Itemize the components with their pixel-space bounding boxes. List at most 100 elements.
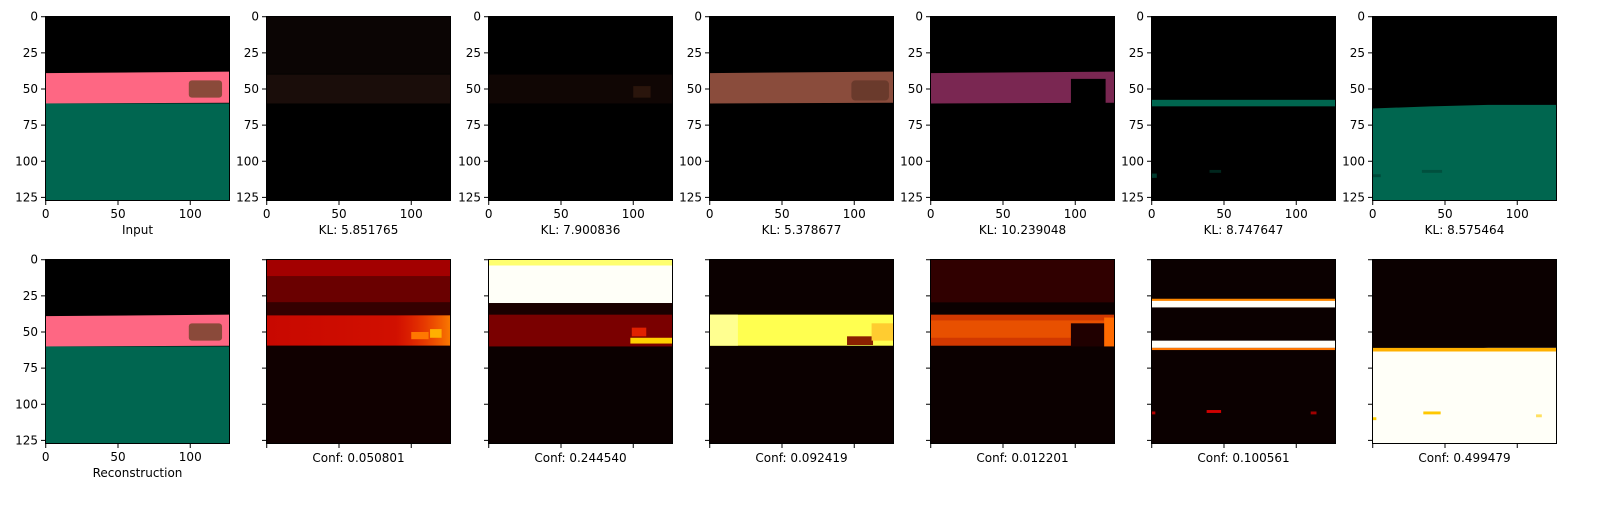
y-tick-label: 25 — [23, 46, 38, 60]
y-tick-label: 100 — [1121, 154, 1144, 168]
y-tick-label: 25 — [23, 289, 38, 303]
y-tick-label: 50 — [908, 82, 923, 96]
y-tick-label: 50 — [687, 82, 702, 96]
panel-xlabel: KL: 8.747647 — [1204, 223, 1284, 237]
panel-xlabel: KL: 7.900836 — [541, 223, 621, 237]
x-tick-label: 50 — [110, 207, 125, 221]
x-tick-label: 50 — [1216, 207, 1231, 221]
x-tick-label: 100 — [843, 207, 866, 221]
x-tick-label: 100 — [1064, 207, 1087, 221]
panel-image — [1151, 259, 1336, 444]
y-tick-label: 25 — [244, 46, 259, 60]
panel-slot_rgb-0-6: 0 50 100 0 25 50 75 100 125 KL: 8.575464 — [1342, 10, 1557, 237]
x-tick-label: 50 — [331, 207, 346, 221]
y-tick-label: 100 — [1342, 154, 1365, 168]
axes-frame — [709, 16, 894, 201]
y-tick-label: 75 — [244, 118, 259, 132]
axes-frame — [266, 259, 451, 444]
y-tick-label: 50 — [23, 325, 38, 339]
axes-frame — [266, 16, 451, 201]
x-tick-label: 100 — [622, 207, 645, 221]
y-tick-label: 100 — [15, 154, 38, 168]
panel-slot_rgb-0-4: 0 50 100 0 25 50 75 100 125 KL: 10.239048 — [900, 10, 1115, 237]
y-tick-label: 125 — [15, 433, 38, 447]
x-tick-label: 0 — [263, 207, 271, 221]
y-tick-label: 125 — [1342, 190, 1365, 204]
y-tick-label: 75 — [908, 118, 923, 132]
panel-mask-1-4: Conf: 0.012201 — [926, 259, 1115, 465]
axes-frame — [1151, 259, 1336, 444]
panel-mask-1-2: Conf: 0.244540 — [484, 259, 673, 465]
y-tick-label: 25 — [908, 46, 923, 60]
y-tick-label: 25 — [1129, 46, 1144, 60]
x-tick-label: 50 — [995, 207, 1010, 221]
y-tick-label: 75 — [1350, 118, 1365, 132]
y-tick-label: 75 — [1129, 118, 1144, 132]
x-tick-label: 0 — [42, 207, 50, 221]
y-tick-label: 0 — [251, 10, 259, 24]
panel-mask-1-1: Conf: 0.050801 — [262, 259, 451, 465]
panel-xlabel: Conf: 0.092419 — [755, 451, 847, 465]
panel-image — [1372, 259, 1557, 444]
panel-mask-1-3: Conf: 0.092419 — [705, 259, 894, 465]
x-tick-label: 100 — [179, 207, 202, 221]
axes-frame — [709, 259, 894, 444]
y-tick-label: 100 — [15, 397, 38, 411]
y-tick-label: 100 — [900, 154, 923, 168]
axes-frame — [45, 16, 230, 201]
x-tick-label: 0 — [1369, 207, 1377, 221]
y-tick-label: 125 — [236, 190, 259, 204]
panel-xlabel: Conf: 0.012201 — [976, 451, 1068, 465]
axes-frame — [1151, 16, 1336, 201]
x-tick-label: 100 — [1506, 207, 1529, 221]
panel-xlabel: Conf: 0.050801 — [312, 451, 404, 465]
y-tick-label: 0 — [694, 10, 702, 24]
x-tick-label: 0 — [706, 207, 714, 221]
panel-xlabel: KL: 5.378677 — [762, 223, 842, 237]
y-tick-label: 0 — [915, 10, 923, 24]
y-tick-label: 100 — [236, 154, 259, 168]
panel-xlabel: KL: 8.575464 — [1425, 223, 1505, 237]
y-tick-label: 75 — [23, 118, 38, 132]
y-tick-label: 50 — [1350, 82, 1365, 96]
panel-xlabel: KL: 10.239048 — [979, 223, 1066, 237]
y-tick-label: 0 — [1357, 10, 1365, 24]
panel-image — [930, 16, 1115, 201]
panel-image — [488, 259, 673, 444]
y-tick-label: 0 — [30, 10, 38, 24]
panel-reconstruction-1-0: 0 50 100 0 25 50 75 100 125 Reconstruction — [15, 253, 230, 480]
y-tick-label: 25 — [466, 46, 481, 60]
panel-image — [709, 16, 894, 201]
panel-slot_rgb-0-1: 0 50 100 0 25 50 75 100 125 KL: 5.851765 — [236, 10, 451, 237]
axes-frame — [45, 259, 230, 444]
axes-frame — [930, 259, 1115, 444]
y-tick-label: 50 — [23, 82, 38, 96]
panel-xlabel: Conf: 0.244540 — [534, 451, 626, 465]
panel-xlabel: Input — [122, 223, 153, 237]
panel-image — [266, 16, 451, 201]
panel-image — [1372, 16, 1557, 201]
x-tick-label: 100 — [400, 207, 423, 221]
y-tick-label: 0 — [30, 253, 38, 267]
axes-frame — [1372, 259, 1557, 444]
panel-image — [45, 16, 230, 201]
y-tick-label: 75 — [23, 361, 38, 375]
panel-slot_rgb-0-5: 0 50 100 0 25 50 75 100 125 KL: 8.747647 — [1121, 10, 1336, 237]
x-tick-label: 0 — [1148, 207, 1156, 221]
y-tick-label: 25 — [687, 46, 702, 60]
y-tick-label: 0 — [1136, 10, 1144, 24]
panel-input-0-0: 0 50 100 0 25 50 75 100 125 Input — [15, 10, 230, 237]
x-tick-label: 0 — [42, 450, 50, 464]
panel-mask-1-6: Conf: 0.499479 — [1368, 259, 1557, 465]
y-tick-label: 125 — [900, 190, 923, 204]
panel-xlabel: KL: 5.851765 — [319, 223, 399, 237]
y-tick-label: 125 — [1121, 190, 1144, 204]
axes-frame — [488, 16, 673, 201]
y-tick-label: 125 — [458, 190, 481, 204]
x-tick-label: 50 — [774, 207, 789, 221]
panel-xlabel: Reconstruction — [93, 466, 183, 480]
y-tick-label: 25 — [1350, 46, 1365, 60]
panel-slot_rgb-0-3: 0 50 100 0 25 50 75 100 125 KL: 5.378677 — [679, 10, 894, 237]
panel-mask-1-5: Conf: 0.100561 — [1147, 259, 1336, 465]
